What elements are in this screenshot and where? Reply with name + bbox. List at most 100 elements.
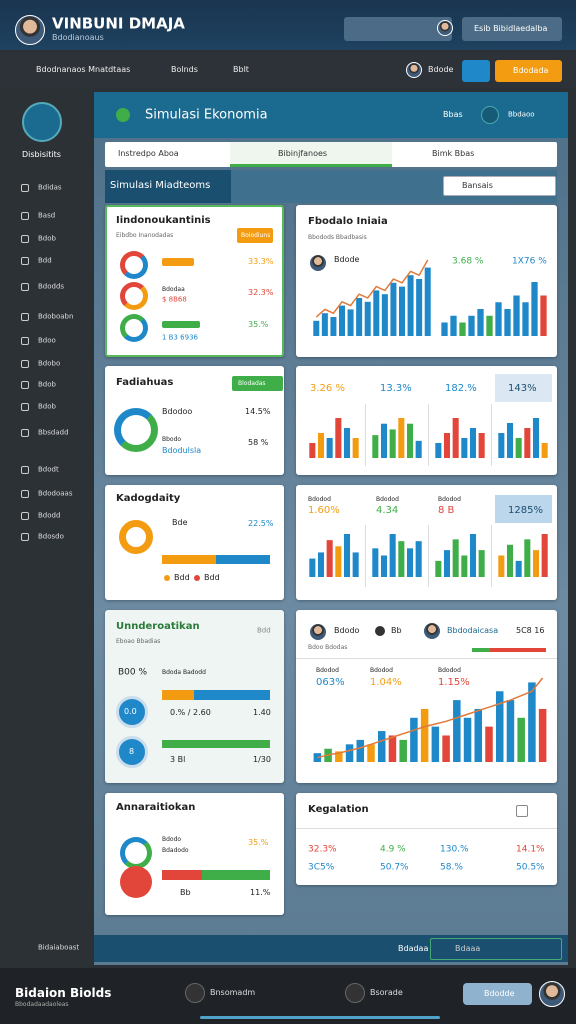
user-button[interactable] [462,17,562,41]
row-label: Bbodo [162,436,182,443]
progress [194,690,270,700]
stat-label: Bdodod [376,496,399,503]
app-title: VINBUNI DMAJA [52,14,185,33]
bar [343,428,351,458]
sidebar-item[interactable]: Bdob [38,402,56,411]
bottom-item[interactable]: Bnsomadm [210,988,256,997]
filter-label: Bansais [462,181,493,190]
tab[interactable]: Bimk Bbas [432,149,475,158]
icon [375,626,385,636]
bar [477,309,484,336]
stat: 063% [316,677,345,688]
footer-link[interactable]: Bdadaa [398,944,429,953]
divider [491,404,492,466]
bar [452,539,459,577]
sidebar-item[interactable]: Bdosdo [38,532,64,541]
stat: 182.% [445,383,477,394]
avatar [309,623,327,641]
legend-dot [164,575,170,581]
bar [463,717,472,762]
bar [410,717,418,762]
value: 1.40 [253,708,271,717]
sidebar-item[interactable]: Bdob [38,380,56,389]
avatar [437,20,453,36]
badge [237,228,273,243]
stat: 1X76 % [512,256,547,267]
bar [356,298,363,336]
bar [398,418,405,458]
bar [513,295,520,336]
bar [317,552,325,577]
sidebar-item[interactable]: Bdodoaas [38,489,73,498]
sidebar-item[interactable]: Bdoboabn [38,312,74,321]
sidebar-item[interactable]: Bdobo [38,359,61,368]
bar [389,429,396,458]
bar [453,700,461,762]
stat: 1285% [508,505,543,516]
sidebar-item[interactable]: Bdoo [38,336,56,345]
bottom-subtitle: Bbodadaadaoleas [15,1001,69,1008]
bar [399,739,407,762]
footer-link[interactable]: Bdaaa [455,944,481,953]
bar [380,555,388,577]
bar-chart [313,677,547,762]
bar-chart [372,534,422,577]
sidebar-item[interactable]: Bdd [38,256,52,265]
toolbar-item[interactable]: Bdodnanaos Mnatdtaas [36,65,131,74]
bar [420,708,429,762]
bar [372,435,379,458]
row-value: 0.% / 2.60 [170,708,211,717]
sidebar [0,90,92,966]
bottom-item[interactable]: Bsorade [370,988,403,997]
value: 14.5% [245,407,271,416]
row-value: $ 8B68 [162,295,187,304]
filter-box[interactable] [443,176,556,196]
legend-label: Bdd [204,573,220,582]
stat: 50.5% [516,862,545,873]
stat-label: Bdodod [438,667,461,674]
bar [309,558,316,577]
header-button[interactable]: Bbdaoo [508,110,535,119]
bar [531,282,538,336]
bar [343,534,351,577]
toolbar-item[interactable]: Bblt [233,65,249,74]
bar-chart [498,534,548,577]
progress [490,648,546,652]
bar [317,433,325,458]
bar [495,691,504,762]
bottom-button[interactable] [463,983,532,1005]
bar [498,555,505,577]
bar [515,438,522,458]
toolbar-item[interactable]: Bolnds [171,65,198,74]
bar [380,423,388,458]
card-title: Fbodalo Iniaia [308,216,388,227]
bar [321,313,328,336]
bar [326,540,333,577]
bar [524,539,531,577]
sidebar-item[interactable]: Bdodd [38,511,61,520]
sidebar-item[interactable]: Bbsdadd [38,428,69,437]
donut-label: 8 [129,747,135,756]
card-title: Iindonoukantinis [116,215,211,226]
tab[interactable]: Instredpo Aboa [118,149,179,158]
sidebar-item[interactable]: Bdob [38,234,56,243]
sidebar-item[interactable]: Bdidas [38,183,62,192]
donut-icon [120,314,148,342]
progress [162,555,216,564]
sidebar-item[interactable]: Bdodds [38,282,65,291]
header-link[interactable]: Bbas [443,110,463,119]
tab[interactable]: Bibinjfanoes [278,149,328,158]
bar [506,700,515,762]
blue-button[interactable] [462,60,490,82]
orange-button[interactable] [495,60,562,82]
divider [365,525,366,587]
card-subtitle: Bbodods Bbadbasis [308,234,367,241]
stat-label: Bdodod [370,667,393,674]
sidebar-item[interactable]: Bdodt [38,465,59,474]
value: 58 % [248,438,269,447]
sidebar-item[interactable]: Basd [38,211,56,220]
sidebar-icon [21,212,29,220]
divider [296,828,557,829]
bar [313,320,320,336]
